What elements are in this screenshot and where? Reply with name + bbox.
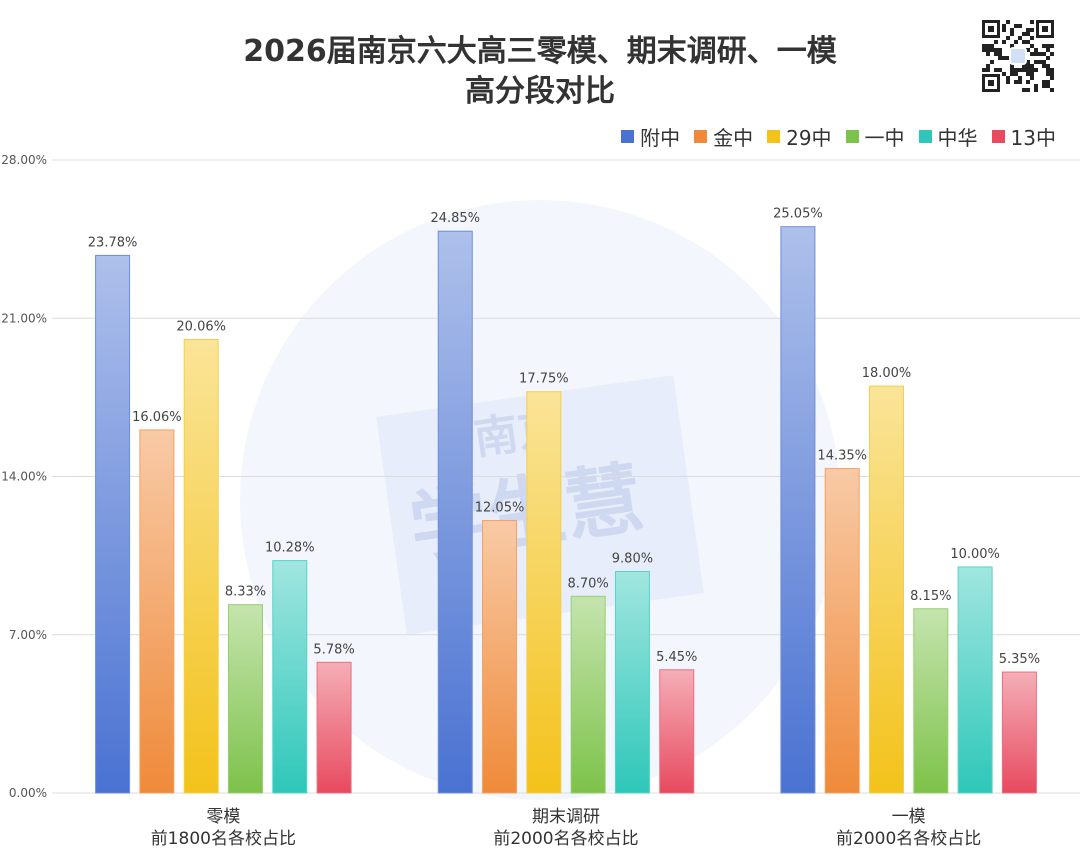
bar-金中-2	[824, 468, 860, 794]
bar-金中-0	[139, 429, 175, 794]
bar-13中-0	[316, 661, 352, 794]
bar-附中-2	[780, 226, 816, 794]
data-label: 24.85%	[430, 211, 480, 226]
chart-legend: 附中 金中 29中 一中 中华 13中	[621, 122, 1056, 151]
data-label: 5.45%	[656, 650, 697, 665]
data-label: 12.05%	[475, 501, 525, 516]
data-label: 8.33%	[225, 585, 266, 600]
legend-swatch	[991, 130, 1005, 143]
data-label: 8.15%	[910, 589, 951, 604]
legend-label: 附中	[640, 126, 681, 150]
x-tick-label: 前1800名各校占比	[151, 829, 296, 849]
bar-29中-0	[183, 339, 219, 794]
legend-swatch	[694, 130, 708, 143]
bar-一中-2	[913, 608, 949, 794]
y-tick-label: 14.00%	[1, 470, 47, 484]
data-label: 20.06%	[176, 320, 226, 335]
chart-title-line-2: 高分段对比	[465, 74, 615, 109]
legend-swatch	[621, 130, 635, 143]
bar-一中-0	[227, 604, 263, 794]
data-label: 8.70%	[567, 576, 608, 591]
data-label: 5.78%	[313, 642, 354, 657]
legend-item: 13中	[991, 122, 1056, 151]
y-tick-label: 0.00%	[9, 786, 47, 800]
x-tick-label: 零模	[206, 807, 240, 827]
data-label: 10.00%	[950, 547, 1000, 562]
legend-label: 13中	[1010, 126, 1056, 150]
chart-title-line-1: 2026届南京六大高三零模、期末调研、一模	[243, 34, 837, 69]
data-label: 23.78%	[88, 235, 138, 250]
x-tick-label: 前2000名各校占比	[836, 829, 981, 849]
legend-label: 一中	[864, 126, 905, 150]
legend-swatch	[767, 130, 781, 143]
bar-13中-1	[659, 669, 695, 794]
bar-中华-1	[614, 570, 650, 794]
legend-label: 金中	[713, 126, 754, 150]
data-label: 10.28%	[265, 541, 315, 556]
legend-label: 中华	[937, 126, 978, 150]
data-label: 5.35%	[999, 652, 1040, 667]
x-tick-label: 一模	[892, 807, 926, 827]
data-label: 9.80%	[612, 551, 653, 566]
legend-item: 一中	[845, 122, 905, 151]
data-labels: 23.78% 16.06% 20.06% 8.33% 10.28% 5.78% 24.85%…	[88, 207, 1040, 667]
bar-金中-1	[482, 520, 518, 794]
bar-29中-2	[869, 385, 905, 794]
data-label: 16.06%	[132, 410, 182, 425]
bar-中华-0	[272, 560, 308, 794]
bars	[95, 226, 1037, 794]
data-label: 18.00%	[862, 366, 912, 381]
bar-一中-1	[570, 595, 606, 794]
grid-lines	[52, 159, 1080, 794]
qr-code-icon	[980, 18, 1056, 94]
data-label: 14.35%	[817, 449, 867, 464]
bar-13中-2	[1001, 671, 1037, 794]
bar-附中-0	[95, 254, 131, 794]
y-tick-label: 21.00%	[1, 311, 47, 325]
bar-29中-1	[526, 391, 562, 794]
y-tick-label: 7.00%	[9, 628, 47, 642]
bar-附中-1	[437, 230, 473, 794]
x-tick-label: 期末调研	[532, 807, 600, 827]
legend-swatch	[845, 130, 859, 143]
data-label: 17.75%	[519, 372, 569, 387]
legend-label: 29中	[786, 126, 832, 150]
legend-item: 中华	[918, 122, 978, 151]
legend-item: 29中	[767, 122, 832, 151]
legend-item: 金中	[694, 122, 753, 151]
legend-item: 附中	[621, 122, 680, 151]
y-axis-ticks: 0.00% 7.00% 14.00% 21.00% 28.00%	[1, 153, 47, 800]
bar-中华-2	[957, 566, 993, 794]
data-label: 25.05%	[773, 207, 823, 222]
y-tick-label: 28.00%	[1, 153, 47, 167]
legend-swatch	[918, 130, 932, 143]
x-tick-label: 前2000名各校占比	[493, 829, 638, 849]
